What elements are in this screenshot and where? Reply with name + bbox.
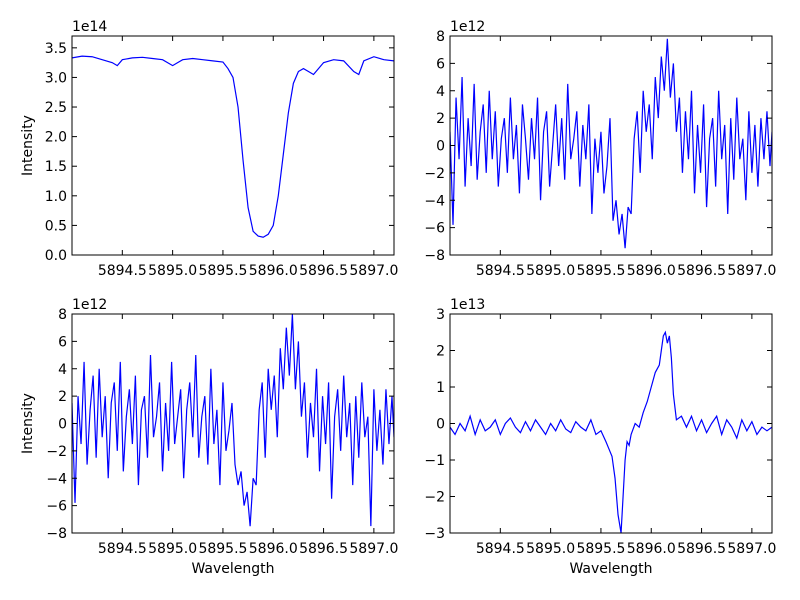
y-tick-label: −4 — [46, 471, 67, 487]
y-tick-label: −1 — [424, 453, 445, 469]
x-axis-label: Wavelength — [191, 561, 274, 577]
y-tick-label: −8 — [46, 526, 67, 542]
series-line-0 — [450, 330, 772, 533]
y-tick-label: 0.5 — [45, 218, 67, 234]
axis-offset-label: 1e14 — [72, 19, 107, 35]
x-tick-label: 5894.5 — [98, 263, 147, 279]
y-tick-label: 2 — [58, 389, 67, 405]
y-tick-label: −4 — [424, 193, 445, 209]
y-tick-label: 0.0 — [45, 248, 67, 264]
axis-offset-label: 1e12 — [72, 297, 107, 313]
x-tick-label: 5897.0 — [727, 263, 776, 279]
x-tick-label: 5896.5 — [677, 541, 726, 557]
y-tick-label: 2 — [436, 111, 445, 127]
y-tick-label: 8 — [58, 307, 67, 323]
y-tick-label: 1.5 — [45, 159, 67, 175]
y-tick-label: 4 — [436, 84, 445, 100]
y-tick-label: 8 — [436, 29, 445, 45]
axis-offset-label: 1e12 — [450, 19, 485, 35]
axis-offset-label: 1e13 — [450, 297, 485, 313]
y-tick-label: 6 — [436, 56, 445, 72]
y-tick-label: 6 — [58, 334, 67, 350]
panel-top-right: 5894.5 5895.0 5895.5 5896.0 5896.5 5897.0 −8 −6… — [424, 19, 776, 279]
axes-frame — [449, 313, 773, 534]
panel-top-left: 5894.5 5895.0 5895.5 5896.0 5896.5 5897.0 0.0 0… — [20, 19, 398, 279]
x-tick-label: 5896.0 — [249, 541, 298, 557]
y-tick-label: −6 — [46, 499, 67, 515]
y-tick-label: 1.0 — [45, 189, 67, 205]
x-tick-label: 5896.5 — [299, 541, 348, 557]
series-line-0 — [450, 38, 772, 249]
y-tick-label: 0 — [436, 417, 445, 433]
x-tick-label: 5897.0 — [349, 541, 398, 557]
x-tick-label: 5895.0 — [148, 263, 197, 279]
panel-bottom-right: 5894.5 5895.0 5895.5 5896.0 5896.5 5897.0 −3 −2… — [424, 297, 776, 577]
y-tick-label: 4 — [58, 362, 67, 378]
y-tick-label: −2 — [424, 490, 445, 506]
y-tick-label: 3.5 — [45, 41, 67, 57]
y-tick-label: 0 — [58, 417, 67, 433]
y-tick-label: 3.0 — [45, 70, 67, 86]
x-tick-label: 5896.0 — [627, 541, 676, 557]
y-tick-label: 2 — [436, 344, 445, 360]
x-tick-label: 5896.0 — [249, 263, 298, 279]
x-tick-label: 5894.5 — [98, 541, 147, 557]
x-tick-label: 5896.5 — [299, 263, 348, 279]
x-tick-label: 5895.0 — [526, 541, 575, 557]
panel-bottom-left: 5894.5 5895.0 5895.5 5896.0 5896.5 5897.0 −8 −6… — [20, 297, 398, 577]
series-line-0 — [72, 55, 394, 238]
x-tick-label: 5894.5 — [476, 541, 525, 557]
series-line-0 — [72, 314, 394, 527]
x-tick-label: 5897.0 — [727, 541, 776, 557]
x-tick-label: 5895.5 — [198, 263, 247, 279]
y-tick-label: −8 — [424, 248, 445, 264]
x-tick-label: 5894.5 — [476, 263, 525, 279]
y-tick-label: 3 — [436, 307, 445, 323]
y-tick-label: −2 — [46, 444, 67, 460]
y-tick-label: 0 — [436, 139, 445, 155]
x-tick-label: 5895.0 — [526, 263, 575, 279]
x-tick-label: 5895.5 — [198, 541, 247, 557]
x-tick-label: 5895.5 — [576, 541, 625, 557]
x-tick-label: 5896.5 — [677, 263, 726, 279]
x-tick-label: 5897.0 — [349, 263, 398, 279]
y-tick-label: −2 — [424, 166, 445, 182]
y-tick-label: 1 — [436, 380, 445, 396]
y-tick-label: 2.0 — [45, 130, 67, 146]
x-tick-label: 5895.5 — [576, 263, 625, 279]
y-axis-label: Intensity — [20, 115, 36, 176]
x-tick-label: 5895.0 — [148, 541, 197, 557]
y-tick-label: 2.5 — [45, 100, 67, 116]
x-tick-label: 5896.0 — [627, 263, 676, 279]
axes-frame — [71, 35, 395, 256]
x-axis-label: Wavelength — [569, 561, 652, 577]
y-tick-label: −6 — [424, 221, 445, 237]
y-axis-label: Intensity — [20, 393, 36, 454]
y-tick-label: −3 — [424, 526, 445, 542]
